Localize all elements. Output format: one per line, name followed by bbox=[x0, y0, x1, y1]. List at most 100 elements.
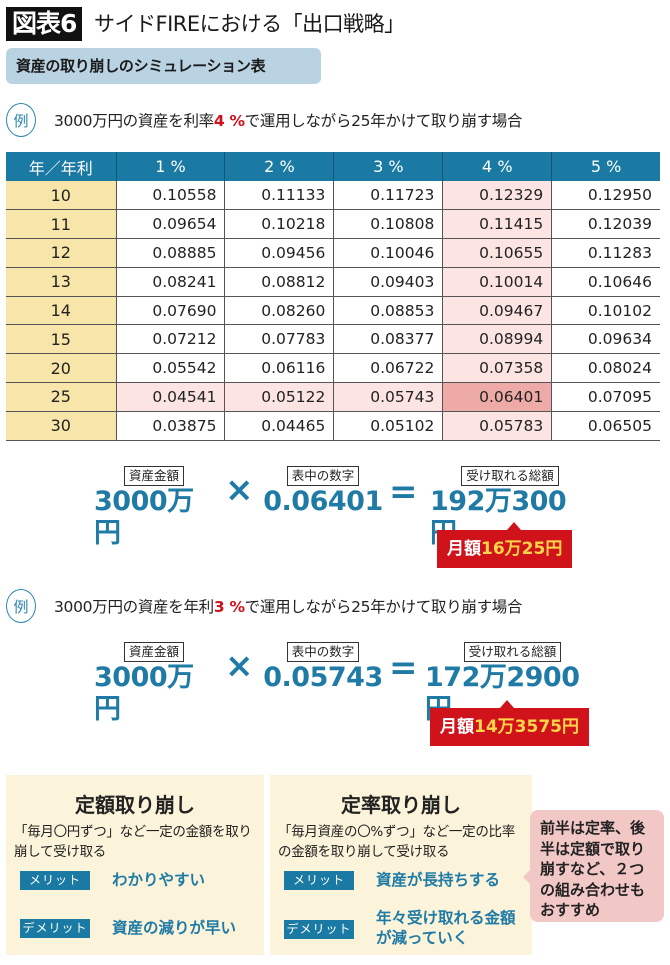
method-description: 「毎月〇円ずつ」など一定の金額を取り崩して受け取る bbox=[14, 824, 252, 860]
value-cell: 0.08885 bbox=[116, 238, 226, 268]
value-cell: 0.04465 bbox=[224, 411, 335, 441]
section-subtitle: 資産の取り崩しのシミュレーション表 bbox=[6, 48, 321, 84]
example-badge-icon: 例 bbox=[6, 589, 36, 623]
header-rate-3: 3 % bbox=[333, 152, 444, 181]
value-cell: 0.09467 bbox=[442, 296, 553, 326]
example-text-before: 3000万円の資産を利率 bbox=[54, 112, 214, 130]
formula-2-asset: 資産金額 3000万円 bbox=[94, 642, 214, 726]
multiply-icon: × bbox=[225, 646, 254, 686]
multiply-icon: × bbox=[225, 470, 254, 510]
value-cell: 0.08853 bbox=[333, 296, 444, 326]
value-cell: 0.09654 bbox=[116, 209, 226, 240]
value-cell: 0.05743 bbox=[333, 382, 444, 412]
year-cell: 30 bbox=[6, 411, 117, 441]
formula-2-total: 受け取れる総額 172万2900円 bbox=[425, 642, 600, 726]
year-cell: 14 bbox=[6, 296, 117, 326]
example-text: 3000万円の資産を年利3 %で運用しながら25年かけて取り崩す場合 bbox=[54, 595, 523, 617]
formula-2-factor: 表中の数字 0.05743 bbox=[263, 642, 383, 694]
value-cell: 0.10102 bbox=[551, 296, 660, 326]
value-cell: 0.09403 bbox=[333, 267, 444, 297]
merit-tag: メリット bbox=[20, 871, 90, 890]
monthly-amount-callout-1: 月額16万25円 bbox=[437, 522, 573, 568]
value-cell: 0.11283 bbox=[551, 238, 660, 268]
value-cell: 0.12039 bbox=[551, 209, 660, 240]
value-cell: 0.08377 bbox=[333, 324, 444, 355]
tip-bubble: 前半は定率、後半は定額で取り崩すなど、２つの組み合わせもおすすめ bbox=[523, 810, 664, 922]
example-badge-icon: 例 bbox=[6, 103, 36, 137]
header-rate-4: 4 % bbox=[442, 152, 553, 181]
value-cell: 0.10808 bbox=[333, 209, 444, 240]
value-cell: 0.06116 bbox=[224, 353, 335, 384]
header-rate-5: 5 % bbox=[551, 152, 660, 181]
example-1-caption: 例 3000万円の資産を利率4 %で運用しながら25年かけて取り崩す場合 bbox=[6, 103, 523, 137]
value-cell: 0.11133 bbox=[224, 181, 335, 211]
year-cell: 12 bbox=[6, 238, 117, 268]
example-text-before: 3000万円の資産を年利 bbox=[54, 598, 214, 616]
value-cell: 0.10655 bbox=[442, 238, 553, 268]
value-cell: 0.04541 bbox=[116, 382, 226, 412]
table-row: 25 0.04541 0.05122 0.05743 0.06401 0.07095 bbox=[6, 382, 660, 412]
year-cell: 25 bbox=[6, 382, 117, 412]
table-row: 13 0.08241 0.08812 0.09403 0.10014 0.10646 bbox=[6, 267, 660, 297]
asset-label: 資産金額 bbox=[123, 642, 184, 662]
table-row: 20 0.05542 0.06116 0.06722 0.07358 0.08024 bbox=[6, 353, 660, 384]
monthly-value: 16万25円 bbox=[481, 539, 563, 559]
total-label: 受け取れる総額 bbox=[463, 642, 562, 662]
factor-label: 表中の数字 bbox=[286, 642, 360, 662]
monthly-amount-callout-2: 月額14万3575円 bbox=[430, 700, 589, 746]
monthly-prefix: 月額 bbox=[447, 539, 481, 559]
table-row: 12 0.08885 0.09456 0.10046 0.10655 0.11283 bbox=[6, 238, 660, 268]
asset-label: 資産金額 bbox=[123, 466, 184, 486]
monthly-prefix: 月額 bbox=[440, 717, 474, 737]
value-cell: 0.11723 bbox=[333, 181, 444, 211]
value-cell: 0.05783 bbox=[442, 411, 553, 441]
year-cell: 20 bbox=[6, 353, 117, 384]
equals-icon: = bbox=[389, 472, 418, 512]
value-cell: 0.10218 bbox=[224, 209, 335, 240]
value-cell: 0.08994 bbox=[442, 324, 553, 355]
year-cell: 13 bbox=[6, 267, 117, 297]
value-cell: 0.05122 bbox=[224, 382, 335, 412]
merit-tag: メリット bbox=[284, 871, 354, 890]
table-row: 14 0.07690 0.08260 0.08853 0.09467 0.10102 bbox=[6, 296, 660, 326]
value-cell: 0.12329 bbox=[442, 181, 553, 211]
asset-value: 3000万円 bbox=[94, 662, 194, 725]
demerit-text: 資産の減りが早い bbox=[112, 919, 237, 937]
value-cell: 0.07212 bbox=[116, 324, 226, 355]
example-rate-highlight: 3 % bbox=[213, 598, 245, 616]
value-cell: 0.11415 bbox=[442, 209, 553, 240]
fixed-amount-box: 定額取り崩し 「毎月〇円ずつ」など一定の金額を取り崩して受け取る メリット わか… bbox=[6, 775, 264, 955]
value-cell: 0.06505 bbox=[551, 411, 660, 441]
value-cell: 0.08024 bbox=[551, 353, 660, 384]
example-rate-highlight: 4 % bbox=[213, 112, 245, 130]
value-cell: 0.09456 bbox=[224, 238, 335, 268]
value-cell: 0.03875 bbox=[116, 411, 226, 441]
value-cell: 0.07095 bbox=[551, 382, 660, 412]
table-row: 10 0.10558 0.11133 0.11723 0.12329 0.12950 bbox=[6, 181, 660, 211]
table-header-row: 年／年利 1 % 2 % 3 % 4 % 5 % bbox=[6, 152, 660, 181]
year-cell: 11 bbox=[6, 209, 117, 240]
monthly-value: 14万3575円 bbox=[474, 717, 579, 737]
header-rate-2: 2 % bbox=[224, 152, 335, 181]
value-cell: 0.08260 bbox=[224, 296, 335, 326]
formula-1-asset: 資産金額 3000万円 bbox=[94, 466, 214, 550]
formula-1-factor: 表中の数字 0.06401 bbox=[263, 466, 383, 518]
header-rate-1: 1 % bbox=[116, 152, 226, 181]
example-text-after: で運用しながら25年かけて取り崩す場合 bbox=[244, 598, 523, 616]
value-cell: 0.12950 bbox=[551, 181, 660, 211]
value-cell: 0.09634 bbox=[551, 324, 660, 355]
factor-value: 0.05743 bbox=[263, 662, 383, 693]
total-label: 受け取れる総額 bbox=[461, 466, 559, 486]
value-cell: 0.08241 bbox=[116, 267, 226, 297]
year-cell: 10 bbox=[6, 181, 117, 211]
factor-value: 0.06401 bbox=[263, 486, 383, 517]
value-cell: 0.07690 bbox=[116, 296, 226, 326]
merit-text: 資産が長持ちする bbox=[376, 871, 501, 889]
demerit-text: 年々受け取れる金額が減っていく bbox=[376, 909, 516, 947]
header-year-rate: 年／年利 bbox=[6, 152, 117, 181]
value-cell: 0.10646 bbox=[551, 267, 660, 297]
table-row: 11 0.09654 0.10218 0.10808 0.11415 0.12039 bbox=[6, 209, 660, 240]
value-cell: 0.05102 bbox=[333, 411, 444, 441]
value-cell: 0.07358 bbox=[442, 353, 553, 384]
simulation-table: 年／年利 1 % 2 % 3 % 4 % 5 % 10 0.10558 0.1113… bbox=[6, 152, 660, 441]
